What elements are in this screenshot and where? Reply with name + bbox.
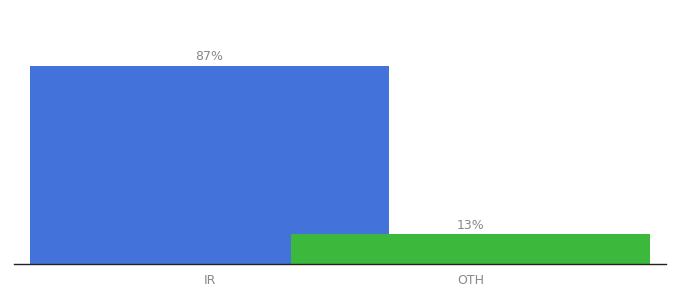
Bar [291,234,650,264]
Bar [30,66,389,264]
Text: 87%: 87% [195,50,224,63]
Text: 13%: 13% [457,219,484,232]
